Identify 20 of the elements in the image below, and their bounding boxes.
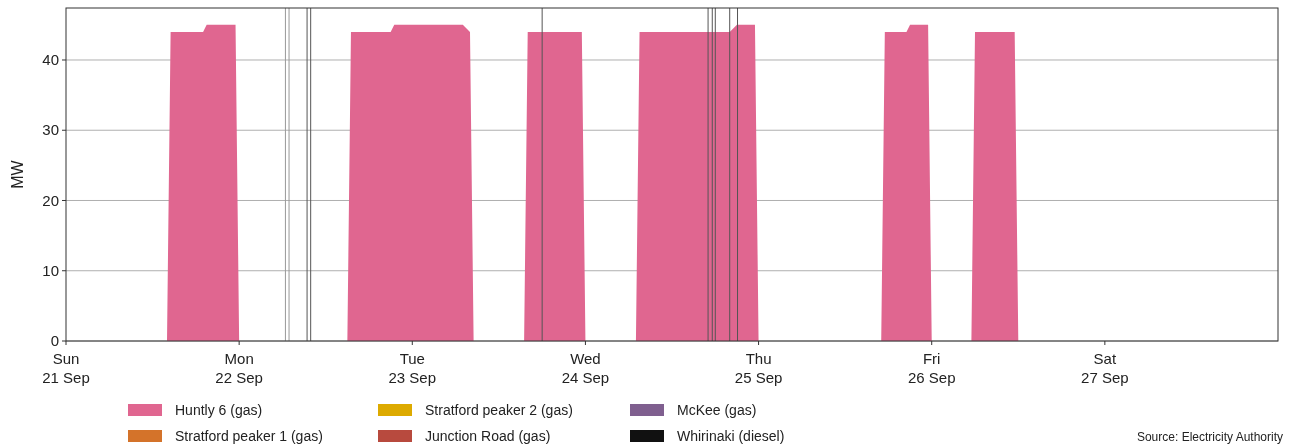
x-tick-label: Fri 26 Sep (907, 350, 956, 386)
x-tick-label: Sun 21 Sep (42, 350, 90, 386)
y-axis-title: MW (9, 159, 26, 189)
source-note: Source: Electricity Authority (1136, 430, 1283, 444)
legend-label: Whirinaki (diesel) (677, 427, 785, 444)
x-tick-label: Thu 25 Sep (734, 350, 783, 386)
x-tick-label: Wed 24 Sep (561, 350, 610, 386)
legend-label: Stratford peaker 1 (gas) (175, 427, 323, 444)
legend-label: Stratford peaker 2 (gas) (425, 401, 573, 418)
legend-label: Junction Road (gas) (425, 427, 551, 444)
legend-label: McKee (gas) (677, 401, 757, 418)
x-tick-label: Tue 23 Sep (388, 350, 437, 386)
y-tick-label: 10 (42, 262, 59, 279)
y-tick-label: 40 (42, 51, 59, 69)
y-tick-label: 20 (42, 191, 59, 209)
x-tick-label: Mon 22 Sep (215, 350, 263, 386)
legend-label: Huntly 6 (gas) (175, 401, 263, 418)
y-tick-label: 0 (50, 332, 59, 350)
x-tick-label: Sat 27 Sep (1081, 350, 1129, 386)
y-tick-label: 30 (42, 121, 59, 139)
